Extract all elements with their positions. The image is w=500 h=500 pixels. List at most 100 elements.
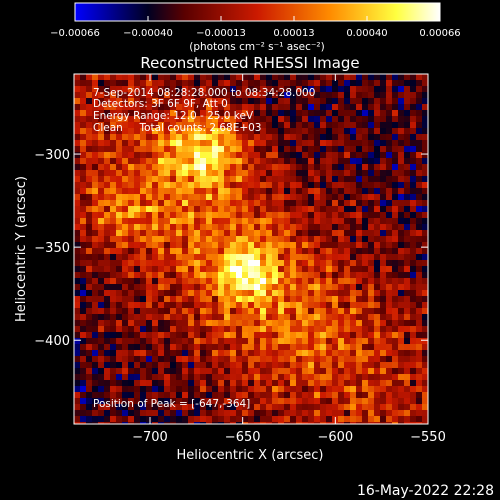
heatmap-cell [128, 110, 135, 117]
heatmap-cell [230, 104, 237, 111]
heatmap-cell [224, 338, 231, 345]
heatmap-cell [284, 398, 291, 405]
heatmap-cell [158, 86, 165, 93]
heatmap-cell [392, 296, 399, 303]
heatmap-cell [74, 380, 81, 387]
heatmap-cell [296, 332, 303, 339]
heatmap-cell [224, 296, 231, 303]
heatmap-cell [86, 416, 93, 423]
heatmap-cell [92, 206, 99, 213]
heatmap-cell [86, 224, 93, 231]
heatmap-cell [104, 116, 111, 123]
heatmap-cell [380, 158, 387, 165]
heatmap-cell [152, 308, 159, 315]
heatmap-cell [206, 260, 213, 267]
heatmap-cell [176, 86, 183, 93]
heatmap-cell [374, 422, 381, 424]
heatmap-cell [140, 230, 147, 237]
heatmap-cell [212, 368, 219, 375]
heatmap-cell [74, 230, 81, 237]
heatmap-cell [266, 392, 273, 399]
heatmap-cell [242, 74, 249, 81]
heatmap-cell [422, 170, 428, 177]
heatmap-cell [272, 338, 279, 345]
heatmap-cell [128, 74, 135, 81]
heatmap-cell [392, 344, 399, 351]
heatmap-cell [290, 326, 297, 333]
heatmap-cell [392, 152, 399, 159]
heatmap-cell [422, 164, 428, 171]
heatmap-cell [200, 320, 207, 327]
heatmap-cell [188, 200, 195, 207]
heatmap-cell [272, 386, 279, 393]
heatmap-cell [332, 410, 339, 417]
heatmap-cell [236, 290, 243, 297]
heatmap-cell [158, 362, 165, 369]
heatmap-cell [404, 302, 411, 309]
heatmap-cell [392, 212, 399, 219]
heatmap-cell [338, 242, 345, 249]
heatmap-cell [200, 344, 207, 351]
heatmap-cell [374, 374, 381, 381]
heatmap-cell [146, 392, 153, 399]
heatmap-cell [416, 158, 423, 165]
heatmap-cell [134, 272, 141, 279]
heatmap-cell [128, 278, 135, 285]
heatmap-cell [422, 404, 428, 411]
heatmap-cell [278, 302, 285, 309]
heatmap-cell [278, 338, 285, 345]
heatmap-cell [140, 248, 147, 255]
heatmap-cell [416, 308, 423, 315]
heatmap-cell [296, 74, 303, 81]
heatmap-cell [284, 104, 291, 111]
heatmap-cell [386, 380, 393, 387]
heatmap-cell [350, 224, 357, 231]
heatmap-cell [206, 86, 213, 93]
heatmap-cell [410, 104, 417, 111]
heatmap-cell [176, 212, 183, 219]
colorbar-ticks: −0.00066 −0.00040 −0.00013 0.00013 0.00040 0.… [50, 16, 461, 39]
heatmap-cell [344, 290, 351, 297]
heatmap-cell [110, 290, 117, 297]
heatmap-cell [266, 296, 273, 303]
heatmap-cell [152, 236, 159, 243]
heatmap-cell [260, 296, 267, 303]
heatmap-cell [164, 128, 171, 135]
heatmap-cell [380, 176, 387, 183]
heatmap-cell [296, 200, 303, 207]
heatmap-cell [410, 392, 417, 399]
heatmap-cell [98, 146, 105, 153]
heatmap-cell [344, 176, 351, 183]
heatmap-cell [344, 80, 351, 87]
heatmap-cell [380, 254, 387, 261]
heatmap-cell [368, 416, 375, 423]
heatmap-cell [350, 200, 357, 207]
heatmap-cell [278, 278, 285, 285]
heatmap-cell [194, 320, 201, 327]
heatmap-cell [170, 350, 177, 357]
heatmap-cell [92, 296, 99, 303]
heatmap-cell [344, 404, 351, 411]
heatmap-cell [344, 104, 351, 111]
heatmap-cell [350, 392, 357, 399]
heatmap-cell [158, 230, 165, 237]
heatmap-cell [296, 128, 303, 135]
heatmap-cell [254, 128, 261, 135]
heatmap-cell [392, 254, 399, 261]
heatmap-cell [386, 98, 393, 105]
heatmap-cell [212, 158, 219, 165]
heatmap-cell [254, 284, 261, 291]
heatmap-cell [296, 416, 303, 423]
heatmap-cell [242, 206, 249, 213]
heatmap-cell [164, 320, 171, 327]
heatmap-cell [284, 278, 291, 285]
heatmap-cell [290, 140, 297, 147]
heatmap-cell [290, 284, 297, 291]
heatmap-cell [212, 176, 219, 183]
heatmap-cell [422, 176, 428, 183]
heatmap-cell [362, 212, 369, 219]
heatmap-cell [338, 254, 345, 261]
heatmap-cell [356, 218, 363, 225]
heatmap-cell [422, 326, 428, 333]
heatmap-cell [302, 332, 309, 339]
